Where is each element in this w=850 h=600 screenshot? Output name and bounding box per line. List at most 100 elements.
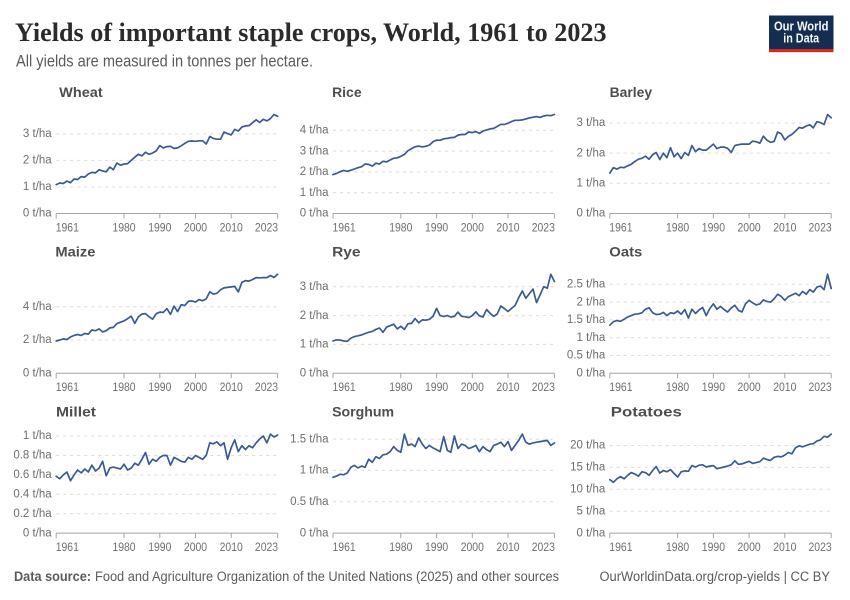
svg-text:2023: 2023 xyxy=(255,540,278,554)
svg-text:1961: 1961 xyxy=(56,220,79,234)
svg-text:0 t/ha: 0 t/ha xyxy=(577,208,606,220)
svg-text:2010: 2010 xyxy=(773,540,796,554)
svg-text:1990: 1990 xyxy=(148,220,171,234)
svg-text:15 t/ha: 15 t/ha xyxy=(570,462,606,474)
svg-text:2023: 2023 xyxy=(809,220,832,234)
svg-text:2 t/ha: 2 t/ha xyxy=(23,334,52,346)
svg-text:1980: 1980 xyxy=(666,380,689,394)
svg-text:0.5 t/ha: 0.5 t/ha xyxy=(567,350,606,362)
svg-text:1 t/ha: 1 t/ha xyxy=(577,178,606,190)
svg-text:2023: 2023 xyxy=(255,220,278,234)
svg-text:1990: 1990 xyxy=(702,220,725,234)
svg-text:1980: 1980 xyxy=(112,220,135,234)
svg-text:1 t/ha: 1 t/ha xyxy=(300,465,329,477)
svg-text:2000: 2000 xyxy=(461,540,484,554)
svg-text:2010: 2010 xyxy=(220,380,243,394)
svg-text:1961: 1961 xyxy=(609,220,632,234)
svg-text:0.4 t/ha: 0.4 t/ha xyxy=(13,489,52,501)
svg-text:2010: 2010 xyxy=(773,380,796,394)
svg-text:Rye: Rye xyxy=(332,244,361,260)
svg-text:2000: 2000 xyxy=(184,380,207,394)
svg-text:2000: 2000 xyxy=(738,380,761,394)
svg-text:Our World: Our World xyxy=(774,20,829,34)
svg-text:0 t/ha: 0 t/ha xyxy=(23,527,52,539)
svg-text:2010: 2010 xyxy=(496,540,519,554)
svg-text:2023: 2023 xyxy=(532,540,555,554)
svg-text:All yields are measured in ton: All yields are measured in tonnes per he… xyxy=(16,52,313,71)
svg-text:2010: 2010 xyxy=(220,540,243,554)
svg-text:1961: 1961 xyxy=(333,220,356,234)
svg-text:Wheat: Wheat xyxy=(59,84,103,100)
svg-text:2000: 2000 xyxy=(184,540,207,554)
svg-text:1980: 1980 xyxy=(389,540,412,554)
svg-text:2000: 2000 xyxy=(738,540,761,554)
svg-text:1 t/ha: 1 t/ha xyxy=(23,181,52,193)
svg-text:2000: 2000 xyxy=(461,380,484,394)
svg-text:2023: 2023 xyxy=(255,380,278,394)
svg-text:Rice: Rice xyxy=(332,84,362,100)
svg-text:1 t/ha: 1 t/ha xyxy=(577,332,606,344)
svg-text:2.5 t/ha: 2.5 t/ha xyxy=(567,279,606,291)
svg-text:2 t/ha: 2 t/ha xyxy=(300,310,329,322)
svg-text:1980: 1980 xyxy=(112,380,135,394)
svg-text:3 t/ha: 3 t/ha xyxy=(23,128,52,140)
svg-text:1980: 1980 xyxy=(666,220,689,234)
svg-text:1.5 t/ha: 1.5 t/ha xyxy=(567,314,606,326)
svg-text:Maize: Maize xyxy=(55,244,95,260)
svg-text:0.8 t/ha: 0.8 t/ha xyxy=(13,450,52,462)
svg-text:1990: 1990 xyxy=(702,380,725,394)
svg-text:2010: 2010 xyxy=(773,220,796,234)
svg-text:3 t/ha: 3 t/ha xyxy=(577,117,606,129)
svg-text:2010: 2010 xyxy=(496,380,519,394)
svg-text:0 t/ha: 0 t/ha xyxy=(300,368,329,380)
svg-text:Food and Agriculture Organizat: Food and Agriculture Organization of the… xyxy=(95,569,559,584)
svg-text:1980: 1980 xyxy=(389,380,412,394)
svg-text:0 t/ha: 0 t/ha xyxy=(23,368,52,380)
svg-text:1961: 1961 xyxy=(56,380,79,394)
svg-text:1980: 1980 xyxy=(389,220,412,234)
svg-text:4 t/ha: 4 t/ha xyxy=(300,125,329,137)
svg-text:OurWorldinData.org/crop-yields: OurWorldinData.org/crop-yields | CC BY xyxy=(600,569,831,584)
svg-text:1961: 1961 xyxy=(609,540,632,554)
svg-text:0 t/ha: 0 t/ha xyxy=(577,527,606,539)
svg-text:1 t/ha: 1 t/ha xyxy=(23,430,52,442)
svg-text:2023: 2023 xyxy=(809,380,832,394)
svg-text:3 t/ha: 3 t/ha xyxy=(300,145,329,157)
svg-text:2 t/ha: 2 t/ha xyxy=(577,147,606,159)
svg-text:0 t/ha: 0 t/ha xyxy=(300,527,329,539)
svg-text:in Data: in Data xyxy=(783,32,820,46)
svg-text:20 t/ha: 20 t/ha xyxy=(570,440,606,452)
svg-text:2023: 2023 xyxy=(532,220,555,234)
svg-text:2023: 2023 xyxy=(532,380,555,394)
svg-text:2010: 2010 xyxy=(496,220,519,234)
svg-text:1980: 1980 xyxy=(112,540,135,554)
svg-text:1961: 1961 xyxy=(56,540,79,554)
svg-text:2023: 2023 xyxy=(809,540,832,554)
svg-text:2010: 2010 xyxy=(220,220,243,234)
svg-text:10 t/ha: 10 t/ha xyxy=(570,484,606,496)
svg-text:1.5 t/ha: 1.5 t/ha xyxy=(290,433,329,445)
svg-text:1990: 1990 xyxy=(425,380,448,394)
svg-text:0.6 t/ha: 0.6 t/ha xyxy=(13,469,52,481)
svg-text:0 t/ha: 0 t/ha xyxy=(23,208,52,220)
svg-text:1961: 1961 xyxy=(333,540,356,554)
svg-text:5 t/ha: 5 t/ha xyxy=(577,505,606,517)
svg-text:Potatoes: Potatoes xyxy=(611,403,682,419)
svg-text:4 t/ha: 4 t/ha xyxy=(23,301,52,313)
svg-text:3 t/ha: 3 t/ha xyxy=(300,281,329,293)
svg-text:2 t/ha: 2 t/ha xyxy=(577,296,606,308)
svg-text:1 t/ha: 1 t/ha xyxy=(300,187,329,199)
svg-text:2 t/ha: 2 t/ha xyxy=(300,166,329,178)
svg-text:1990: 1990 xyxy=(148,540,171,554)
svg-text:1990: 1990 xyxy=(425,220,448,234)
svg-text:2000: 2000 xyxy=(184,220,207,234)
svg-text:1 t/ha: 1 t/ha xyxy=(300,339,329,351)
svg-text:2 t/ha: 2 t/ha xyxy=(23,155,52,167)
svg-text:0 t/ha: 0 t/ha xyxy=(300,208,329,220)
svg-text:Oats: Oats xyxy=(609,244,642,260)
svg-text:Barley: Barley xyxy=(610,84,653,100)
svg-text:0.2 t/ha: 0.2 t/ha xyxy=(13,508,52,520)
svg-text:Data source:: Data source: xyxy=(14,569,91,584)
svg-text:1980: 1980 xyxy=(666,540,689,554)
svg-text:1990: 1990 xyxy=(148,380,171,394)
